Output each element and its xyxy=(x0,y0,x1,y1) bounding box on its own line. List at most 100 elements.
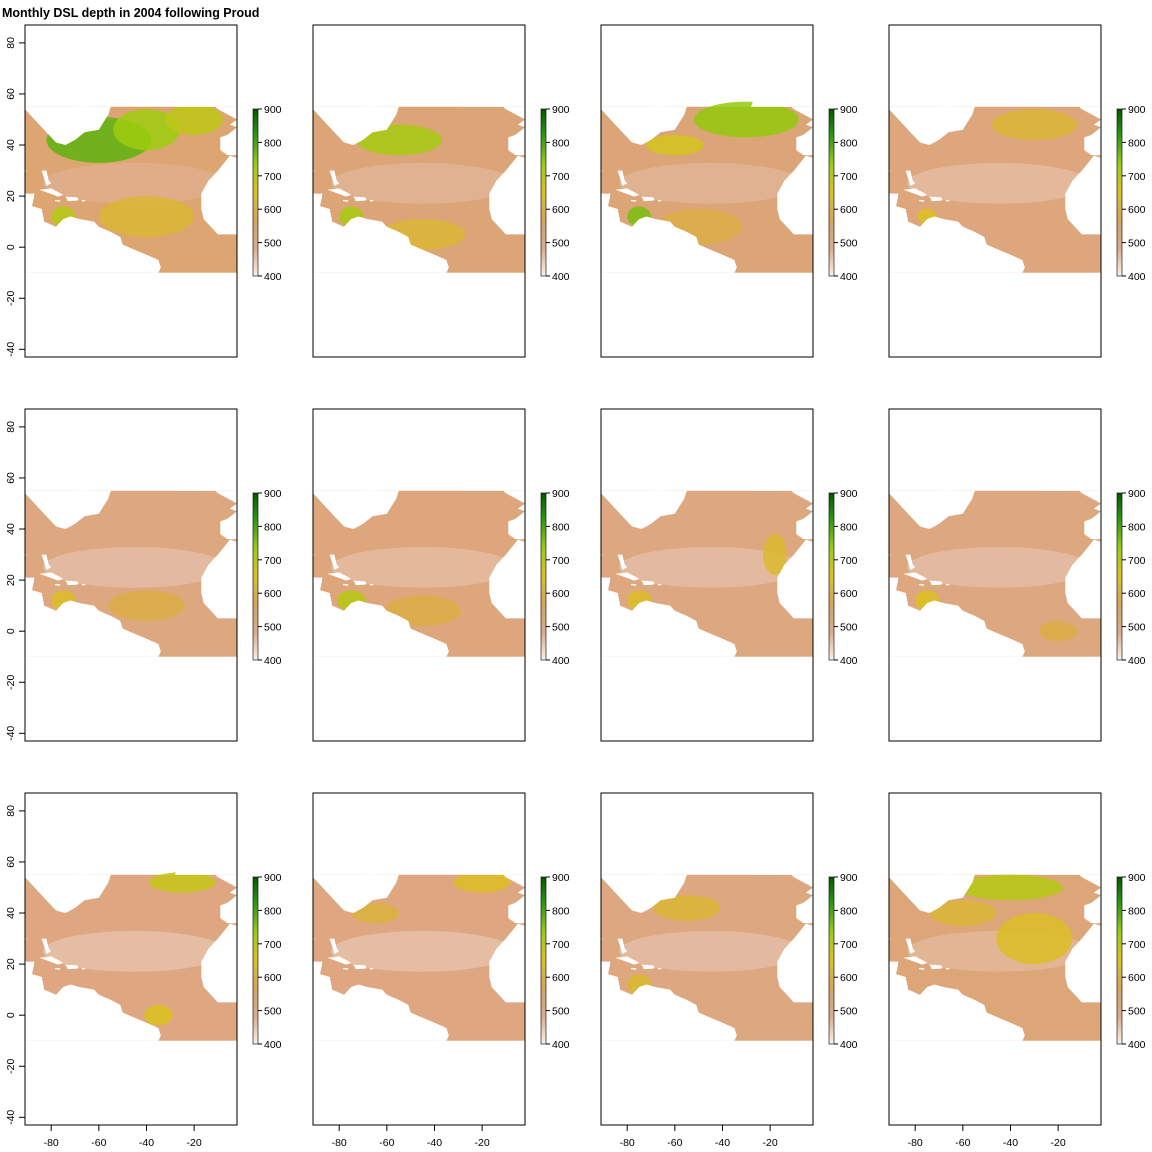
dsl-depth-patch xyxy=(1039,620,1078,642)
land-mask xyxy=(398,68,459,97)
dsl-depth-patch xyxy=(384,595,461,627)
map-panel-3: 900 800 700 600 500 400 xyxy=(600,24,858,358)
land-mask xyxy=(75,490,99,504)
colorbar xyxy=(1116,876,1123,1045)
land-mask xyxy=(353,964,367,970)
colorbar xyxy=(540,492,547,661)
colorbar-tick-label: 400 xyxy=(552,1039,570,1051)
colorbar-tick-label: 900 xyxy=(264,488,282,500)
panel-frame xyxy=(24,408,238,742)
colorbar-tick-label: 700 xyxy=(840,939,858,951)
land-mask xyxy=(631,583,637,586)
dsl-depth-patch xyxy=(108,590,185,621)
land-mask xyxy=(1065,539,1101,619)
colorbar-tick-label: 900 xyxy=(264,104,282,116)
land-mask xyxy=(55,967,61,970)
y-tick-label: 80 xyxy=(5,805,17,817)
land-mask xyxy=(75,106,99,120)
dsl-depth-patch xyxy=(113,109,180,151)
y-tick-label: 20 xyxy=(5,958,17,970)
map-panel-4: 900 800 700 600 500 400 xyxy=(888,24,1146,358)
x-tick-label: -80 xyxy=(620,1137,635,1149)
y-tick-label: 40 xyxy=(5,523,17,535)
colorbar-tick-label: 900 xyxy=(552,872,570,884)
land-mask xyxy=(470,846,497,855)
y-tick-label: 40 xyxy=(5,139,17,151)
colorbar-tick-label: 800 xyxy=(264,137,282,149)
land-mask xyxy=(974,836,1035,865)
land-mask xyxy=(974,452,1035,481)
y-tick-label: -40 xyxy=(5,726,17,741)
land-mask xyxy=(110,836,171,865)
colorbar-tick-label: 400 xyxy=(1128,655,1146,667)
dsl-depth-patch xyxy=(351,902,399,924)
y-tick-label: 20 xyxy=(5,574,17,586)
colorbar-tick-label: 600 xyxy=(840,204,858,216)
dsl-depth-patch xyxy=(653,895,721,921)
panel-frame xyxy=(888,792,1102,1126)
x-tick-label: -40 xyxy=(1003,1137,1018,1149)
land-mask xyxy=(81,199,86,202)
land-mask xyxy=(631,199,637,202)
colorbar-tick-label: 400 xyxy=(552,271,570,283)
land-mask xyxy=(182,462,209,471)
colorbar-tick-label: 400 xyxy=(840,655,858,667)
colorbar xyxy=(540,108,547,277)
map-panel-10: -80 -60 -40 -20 900 800 700 600 500 400 xyxy=(312,792,570,1149)
land-mask xyxy=(651,490,675,504)
dsl-low-band xyxy=(330,162,515,204)
colorbar-tick-label: 400 xyxy=(1128,271,1146,283)
x-tick-label: -20 xyxy=(475,1137,490,1149)
dsl-low-band xyxy=(906,546,1091,588)
land-mask xyxy=(363,106,387,120)
land-mask xyxy=(777,923,813,1003)
land-mask xyxy=(25,170,161,273)
dsl-depth-patch xyxy=(148,872,216,893)
land-mask xyxy=(1039,462,1101,540)
colorbar xyxy=(1116,108,1123,277)
x-tick-label: -80 xyxy=(908,1137,923,1149)
land-mask xyxy=(651,874,675,888)
land-mask xyxy=(175,846,237,924)
colorbar-tick-label: 500 xyxy=(552,622,570,634)
colorbar-tick-label: 800 xyxy=(264,521,282,533)
land-mask xyxy=(601,170,737,273)
dsl-low-band xyxy=(618,546,803,588)
land-mask xyxy=(25,938,161,1041)
colorbar xyxy=(828,876,835,1045)
land-mask xyxy=(1046,78,1073,87)
land-mask xyxy=(75,874,99,888)
land-mask xyxy=(615,572,640,581)
land-mask xyxy=(313,170,449,273)
colorbar-tick-label: 400 xyxy=(264,271,282,283)
colorbar-tick-label: 600 xyxy=(1128,972,1146,984)
colorbar-tick-label: 500 xyxy=(264,622,282,634)
dsl-depth-patch xyxy=(958,874,1063,901)
colorbar-tick-label: 600 xyxy=(552,972,570,984)
x-tick-label: -60 xyxy=(379,1137,394,1149)
land-mask xyxy=(470,462,497,471)
x-tick-label: -40 xyxy=(427,1137,442,1149)
x-tick-label: -80 xyxy=(44,1137,59,1149)
dsl-depth-patch xyxy=(996,913,1073,965)
colorbar-tick-label: 800 xyxy=(1128,137,1146,149)
land-mask xyxy=(777,539,813,619)
colorbar xyxy=(828,108,835,277)
land-mask xyxy=(631,967,637,970)
figure-title: Monthly DSL depth in 2004 following Prou… xyxy=(2,6,260,20)
dsl-depth-patch xyxy=(693,101,799,138)
land-mask xyxy=(974,68,1035,97)
colorbar-tick-label: 700 xyxy=(552,555,570,567)
colorbar-tick-label: 900 xyxy=(840,872,858,884)
x-tick-label: -20 xyxy=(187,1137,202,1149)
colorbar xyxy=(540,876,547,1045)
land-mask xyxy=(1065,923,1101,1003)
land-mask xyxy=(363,490,387,504)
land-mask xyxy=(641,580,655,586)
land-mask xyxy=(686,836,747,865)
colorbar-tick-label: 700 xyxy=(1128,939,1146,951)
land-mask xyxy=(601,554,737,657)
y-tick-label: 60 xyxy=(5,472,17,484)
land-mask xyxy=(201,923,237,1003)
land-mask xyxy=(657,199,662,202)
